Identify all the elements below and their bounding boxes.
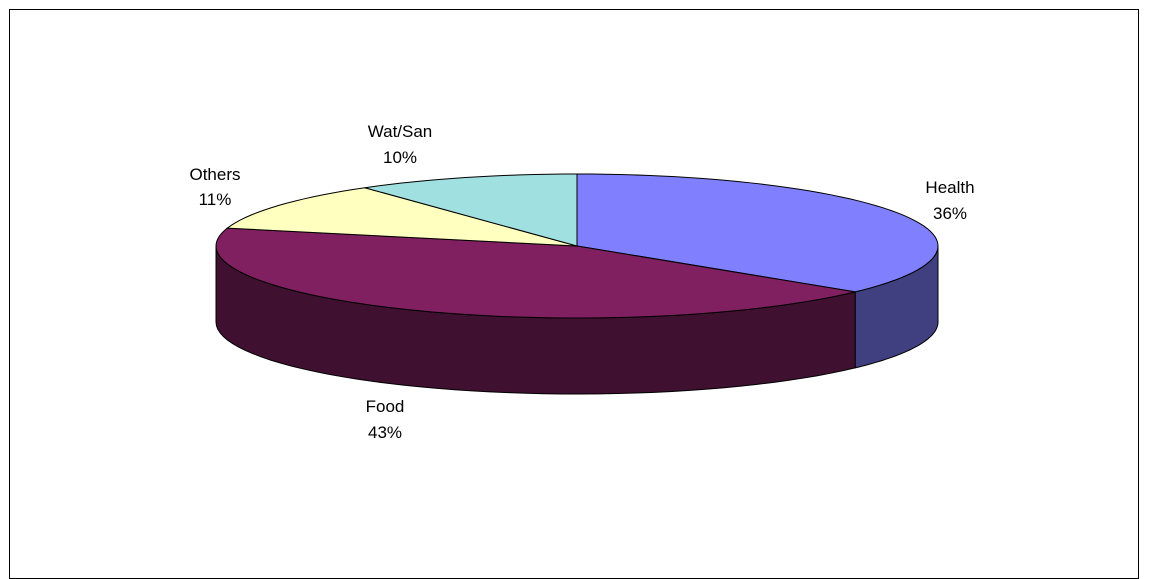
pie-tops — [215, 173, 939, 319]
pie-slice-food — [215, 227, 856, 319]
pie-chart: Health 36% Food 43% Others 11% Wat/San 1… — [189, 122, 974, 442]
slice-label-health-value: 36% — [933, 204, 967, 223]
slice-label-others-name: Others — [189, 165, 240, 184]
slice-label-health-name: Health — [925, 178, 974, 197]
pie-slice-others — [225, 187, 578, 247]
slice-label-watsan-name: Wat/San — [368, 122, 433, 141]
pie-slice-health — [576, 173, 939, 293]
slice-label-food-value: 43% — [368, 423, 402, 442]
slice-label-watsan-value: 10% — [383, 148, 417, 167]
pie-slice-wat-san — [364, 173, 578, 247]
slice-label-others-value: 11% — [199, 190, 232, 209]
slice-label-food-name: Food — [366, 397, 405, 416]
